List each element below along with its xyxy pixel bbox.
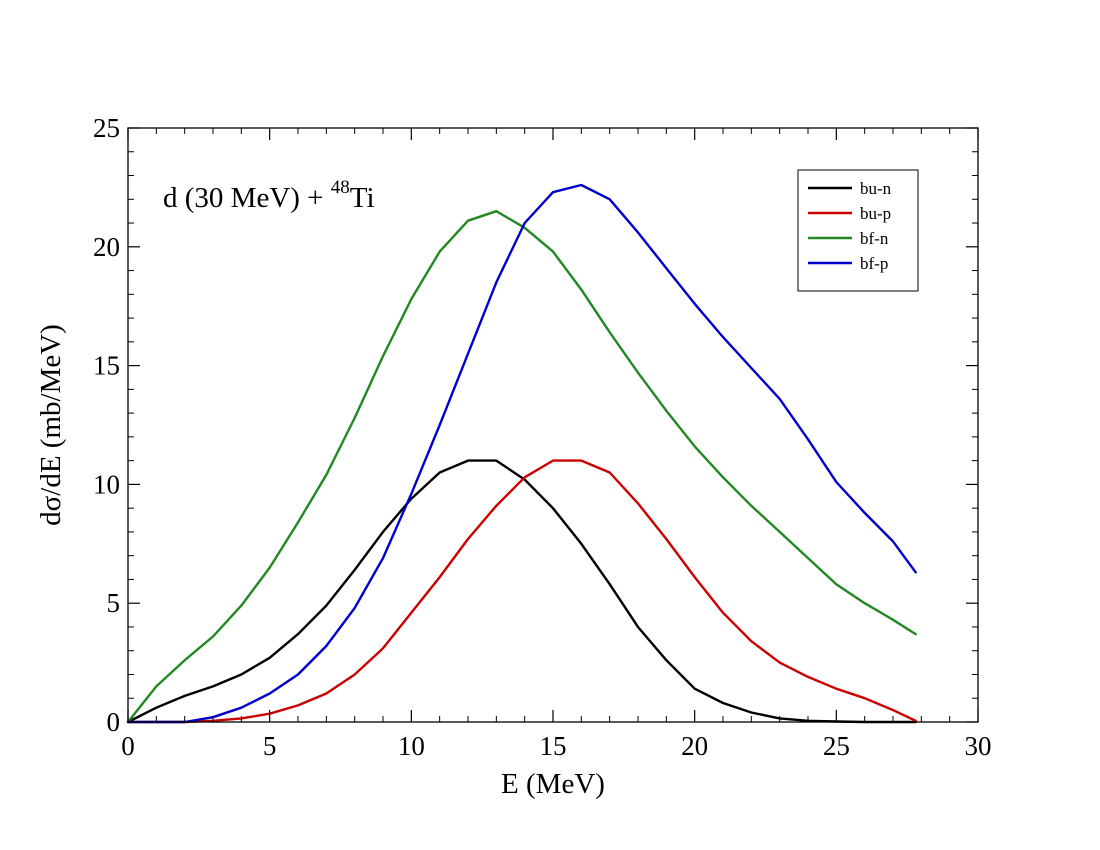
x-tick-label: 5 [263,731,277,761]
x-tick-label: 25 [823,731,850,761]
annotation-suffix: Ti [350,182,375,214]
annotation-prefix: d (30 MeV) + [163,182,331,214]
legend-label-bu-p: bu-p [860,204,891,223]
ticks-layer: 0 5 10 15 20 25 30 0 5 10 15 20 25 [93,113,992,761]
legend-label-bf-n: bf-n [860,229,889,248]
legend: bu-n bu-p bf-n bf-p [797,169,919,292]
x-tick-label: 10 [398,731,425,761]
annotation-label: d (30 MeV) + 48Ti [163,177,375,214]
x-tick-label: 30 [965,731,992,761]
series-line-bu-n [126,459,917,724]
series-layer [126,183,917,724]
y-tick-label: 5 [107,588,121,618]
y-tick-label: 15 [93,351,120,381]
x-axis-title: E (MeV) [501,768,605,800]
legend-label-bf-p: bf-p [860,254,888,273]
y-tick-label: 10 [93,469,120,499]
x-tick-label: 20 [681,731,708,761]
y-tick-label: 20 [93,232,120,262]
y-tick-label: 25 [93,113,120,143]
series-line-bf-n [126,209,917,724]
annotation-superscript: 48 [331,177,350,198]
series-line-bf-p [126,183,917,724]
legend-box [797,169,919,292]
legend-label-bu-n: bu-n [860,179,892,198]
y-tick-label: 0 [107,707,121,737]
series-line-bu-p [126,459,917,724]
x-tick-label: 15 [540,731,567,761]
x-tick-label: 0 [121,731,135,761]
y-axis-title: dσ/dE (mb/MeV) [35,324,67,526]
